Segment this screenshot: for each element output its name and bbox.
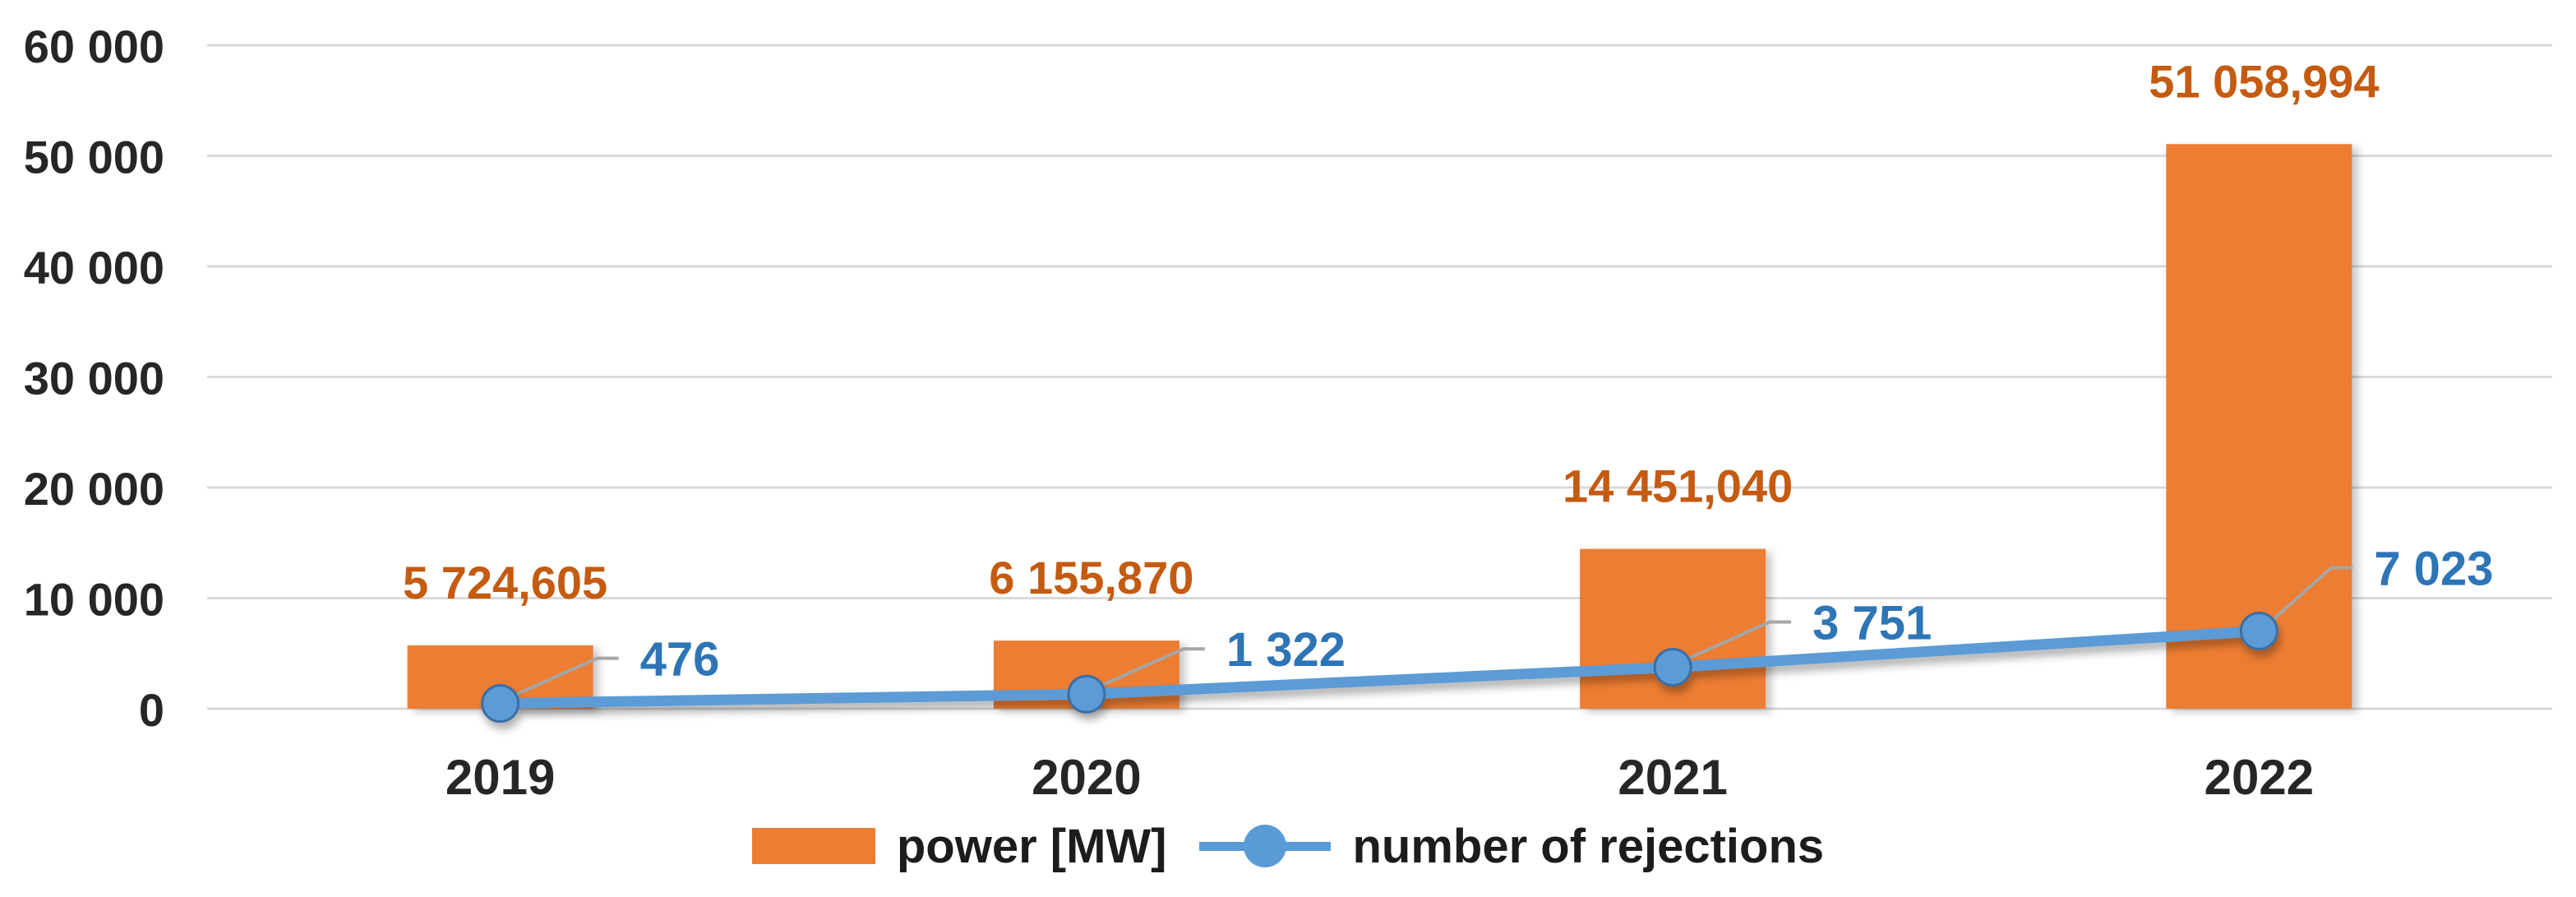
leader-line <box>1092 647 1205 691</box>
legend-label-power: power [MW] <box>896 819 1167 873</box>
line-marker-2019 <box>481 684 520 724</box>
line-value-label: 476 <box>640 633 720 687</box>
y-axis-tick-label: 20 000 <box>24 463 164 515</box>
bar-value-label: 14 451,040 <box>1563 460 1793 512</box>
legend-label-rejections: number of rejections <box>1352 819 1825 873</box>
line-marker-2021 <box>1653 648 1692 687</box>
leader-line <box>2264 566 2353 628</box>
line-marker-2020 <box>1067 674 1106 714</box>
bar-value-label: 6 155,870 <box>989 552 1193 603</box>
rejections-line <box>495 626 2264 710</box>
leader-line <box>1678 620 1792 664</box>
y-axis-tick-label: 50 000 <box>24 132 164 183</box>
y-axis-tick-label: 40 000 <box>24 242 164 294</box>
x-axis-label-2021: 2021 <box>1618 750 1727 805</box>
line-value-label: 7 023 <box>2374 543 2493 596</box>
x-axis-label-2022: 2022 <box>2204 750 2314 805</box>
line-series <box>481 612 2278 724</box>
legend-bar-swatch <box>751 828 875 864</box>
y-axis-tick-label: 60 000 <box>24 21 164 72</box>
line-value-label: 3 751 <box>1812 597 1932 650</box>
y-axis-tick-label: 10 000 <box>24 574 164 626</box>
bar-series <box>407 144 2352 709</box>
leader-line <box>506 656 619 700</box>
legend: power [MW] number of rejections <box>0 814 2576 878</box>
line-value-label: 1 322 <box>1226 623 1346 677</box>
x-axis-label-2019: 2019 <box>445 750 555 805</box>
legend-line-dot-swatch <box>1199 823 1332 869</box>
line-marker-2022 <box>2239 612 2278 651</box>
y-axis-tick-label: 30 000 <box>24 353 164 405</box>
legend-dot-icon <box>1244 825 1287 867</box>
x-axis-label-2020: 2020 <box>1032 750 1141 805</box>
bar-value-label: 5 724,605 <box>403 557 607 608</box>
y-axis-tick-label: 0 <box>139 684 164 736</box>
bar-value-label: 51 058,994 <box>2149 55 2379 107</box>
